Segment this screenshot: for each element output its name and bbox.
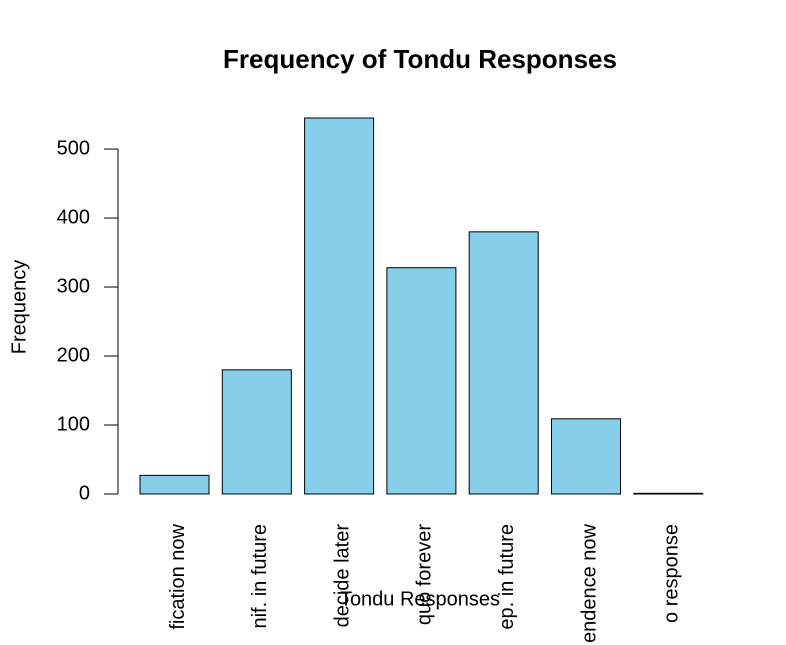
x-tick-label: quo forever <box>414 524 436 626</box>
x-tick-label: endence now <box>578 523 600 643</box>
bar <box>139 474 210 495</box>
chart-title: Frequency of Tondu Responses <box>223 44 617 74</box>
x-tick-label: nif. in future <box>249 524 271 629</box>
x-tick-label: ep. in future <box>496 524 518 630</box>
y-axis-label: Frequency <box>8 260 30 355</box>
bar <box>221 369 292 495</box>
x-tick-label: o response <box>661 524 683 623</box>
y-tick-label: 400 <box>57 206 90 228</box>
bar <box>468 231 539 495</box>
y-tick-label: 500 <box>57 137 90 159</box>
bar <box>633 492 704 495</box>
bar <box>551 418 621 495</box>
bar <box>304 117 375 495</box>
bar <box>386 267 457 495</box>
x-axis-label: Tondu Responses <box>340 588 500 610</box>
y-tick-label: 0 <box>79 482 90 504</box>
x-tick-label: fication now <box>167 523 189 629</box>
y-tick-label: 200 <box>57 344 90 366</box>
y-tick-label: 100 <box>57 413 90 435</box>
y-tick-label: 300 <box>57 275 90 297</box>
x-tick-label: decide later <box>331 524 353 628</box>
